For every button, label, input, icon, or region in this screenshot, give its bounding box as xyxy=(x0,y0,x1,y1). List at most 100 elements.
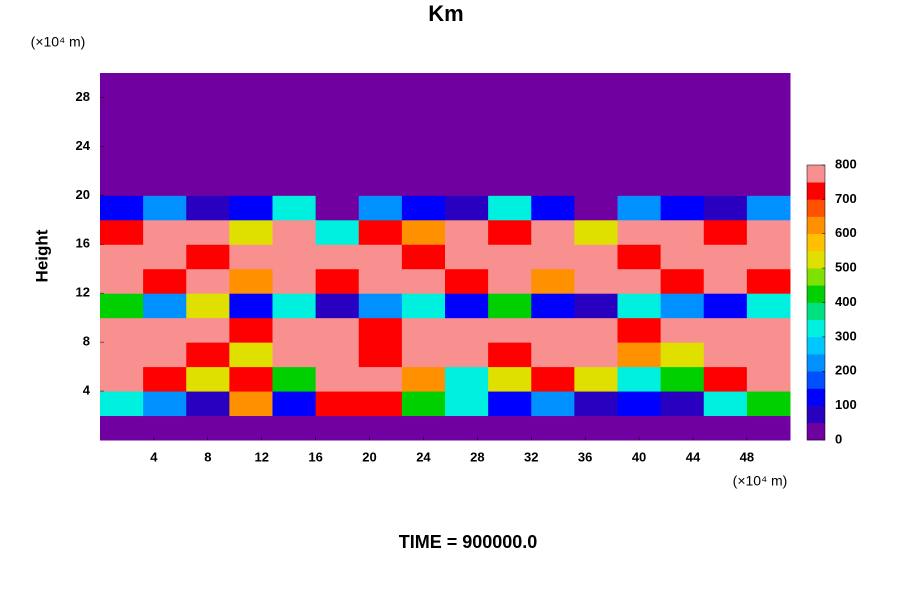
heat-cell xyxy=(488,146,532,172)
heat-cell xyxy=(401,146,446,172)
heat-cell xyxy=(100,391,144,417)
heat-cell xyxy=(445,366,489,392)
heat-cell xyxy=(143,244,187,270)
colorbar-swatch xyxy=(807,268,825,286)
heat-cell xyxy=(401,97,446,123)
heat-cell xyxy=(746,121,791,147)
heat-cell xyxy=(358,146,403,172)
x-tick-label: 12 xyxy=(254,449,268,464)
heat-cell xyxy=(488,244,532,270)
heat-cell xyxy=(617,366,662,392)
heat-cell xyxy=(488,293,532,319)
heat-cell xyxy=(746,195,791,221)
heat-cell xyxy=(617,342,662,368)
heat-cell xyxy=(229,391,273,417)
heat-cell xyxy=(229,244,273,270)
heat-cell xyxy=(272,121,317,147)
heat-cell xyxy=(358,97,403,123)
heat-cell xyxy=(445,195,489,221)
heat-cell xyxy=(703,73,748,98)
heat-cell xyxy=(445,391,489,417)
heat-cell xyxy=(315,121,360,147)
x-tick-label: 32 xyxy=(524,449,538,464)
heat-cell xyxy=(746,73,791,98)
heat-cell xyxy=(574,97,618,123)
heat-cell xyxy=(315,195,360,221)
heat-cell xyxy=(358,219,403,245)
heat-cell xyxy=(531,146,575,172)
colorbar-tick-label: 800 xyxy=(835,156,857,171)
heat-cell xyxy=(229,146,273,172)
heat-cell xyxy=(229,121,273,147)
heat-cell xyxy=(143,73,187,98)
heat-cell xyxy=(488,317,532,343)
heat-cell xyxy=(531,342,575,368)
heat-cell xyxy=(531,391,575,417)
heat-cell xyxy=(186,195,230,221)
chart-title: Km xyxy=(428,1,463,26)
heat-cell xyxy=(143,268,187,294)
heat-cell xyxy=(100,219,144,245)
heat-cell xyxy=(229,293,273,319)
heat-cell xyxy=(660,219,705,245)
heat-cell xyxy=(401,391,446,417)
heat-cell xyxy=(358,244,403,270)
heat-cell xyxy=(100,73,144,98)
heat-cell xyxy=(574,121,618,147)
heat-cell xyxy=(488,391,532,417)
heat-cell xyxy=(617,391,662,417)
heat-cell xyxy=(143,219,187,245)
heat-cell xyxy=(746,219,791,245)
heat-cell xyxy=(746,170,791,196)
heat-cell xyxy=(445,219,489,245)
heat-cell xyxy=(358,195,403,221)
heat-cell xyxy=(272,244,317,270)
heat-cell xyxy=(574,366,618,392)
heat-cell xyxy=(746,366,791,392)
x-tick-label: 8 xyxy=(204,449,211,464)
heat-cell xyxy=(272,146,317,172)
heat-cell xyxy=(143,170,187,196)
heat-cell xyxy=(531,170,575,196)
colorbar-tick-label: 100 xyxy=(835,397,857,412)
heat-cell xyxy=(100,268,144,294)
x-tick-label: 36 xyxy=(578,449,592,464)
y-unit: (×10⁴ m) xyxy=(31,34,86,50)
heat-cell xyxy=(143,97,187,123)
heat-cell xyxy=(229,73,273,98)
heat-cell xyxy=(186,73,230,98)
heat-cell xyxy=(272,391,317,417)
colorbar-swatch xyxy=(807,336,825,355)
heat-cell xyxy=(358,170,403,196)
heat-cell xyxy=(186,170,230,196)
y-tick-label: 16 xyxy=(76,236,90,251)
colorbar-swatch xyxy=(807,302,825,320)
heat-cell xyxy=(401,317,446,343)
colorbar-swatch xyxy=(807,165,825,183)
heat-cell xyxy=(703,195,748,221)
colorbar-tick-label: 400 xyxy=(835,294,857,309)
heat-cell xyxy=(703,415,748,441)
heat-cell xyxy=(445,317,489,343)
heat-cell xyxy=(574,219,618,245)
heat-cell xyxy=(186,317,230,343)
colorbar-tick-label: 700 xyxy=(835,191,857,206)
heat-cell xyxy=(229,97,273,123)
heat-cell xyxy=(660,317,705,343)
time-label: TIME = 900000.0 xyxy=(399,532,538,552)
heat-cell xyxy=(746,415,791,441)
heat-cell xyxy=(358,391,403,417)
colorbar-swatch xyxy=(807,182,825,200)
heat-cell xyxy=(272,366,317,392)
heat-cell xyxy=(100,97,144,123)
heat-cell xyxy=(445,268,489,294)
y-tick-label: 28 xyxy=(76,89,90,104)
heat-cell xyxy=(315,219,360,245)
heat-cell xyxy=(703,391,748,417)
heat-cell xyxy=(272,73,317,98)
heat-cell xyxy=(100,342,144,368)
heat-cell xyxy=(703,121,748,147)
heat-cell xyxy=(143,121,187,147)
heat-cell xyxy=(100,170,144,196)
